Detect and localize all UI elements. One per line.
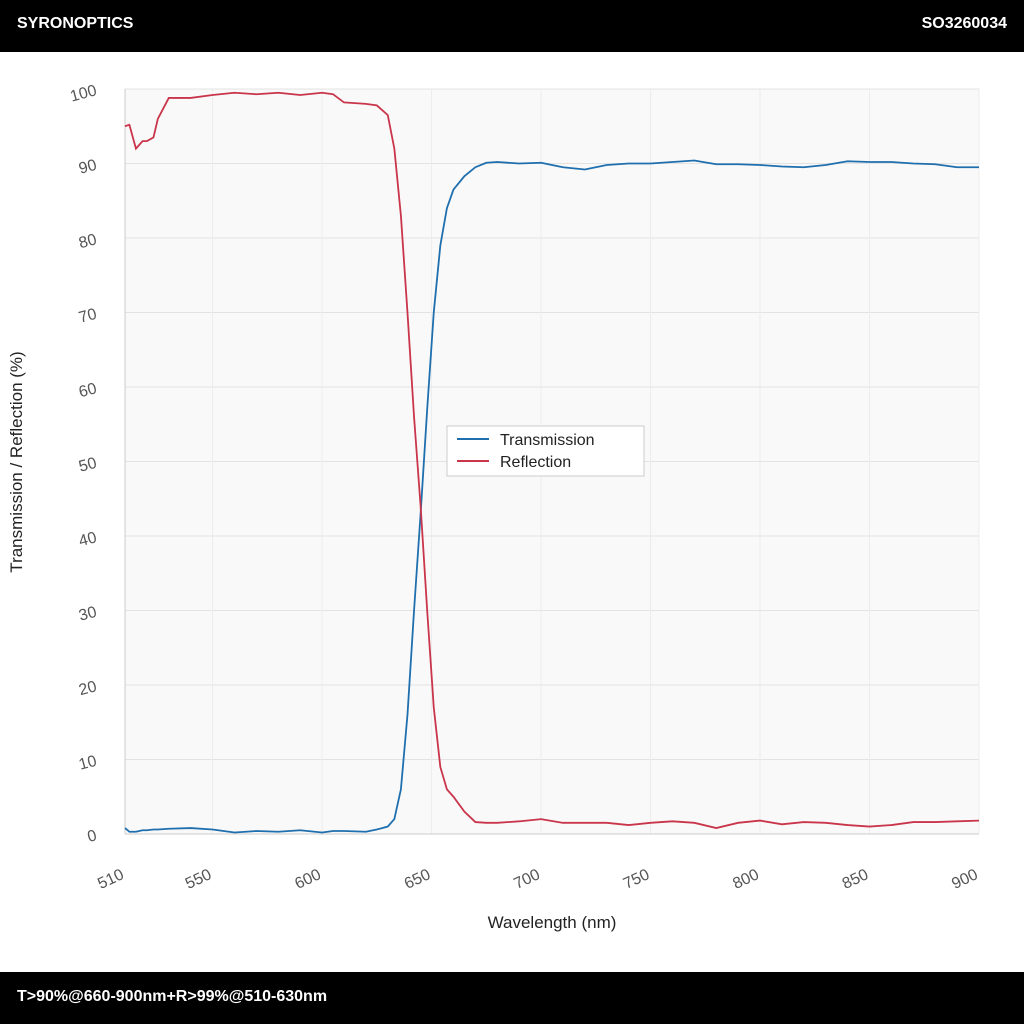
y-tick-label: 10: [77, 753, 99, 774]
x-tick-label: 900: [949, 866, 980, 893]
header: SYRONOPTICS SO3260034: [0, 0, 1024, 52]
brand: SYRONOPTICS: [17, 15, 134, 32]
y-tick-label: 90: [77, 157, 99, 178]
x-tick-label: 550: [183, 866, 214, 893]
y-tick-label: 40: [77, 529, 99, 550]
legend-label: Transmission: [500, 432, 595, 449]
y-tick-label: 100: [68, 82, 98, 105]
series-line: [124, 91, 980, 829]
spec: T>90%@660-900nm+R>99%@510-630nm: [17, 988, 328, 1005]
x-tick-label: 650: [402, 866, 433, 893]
legend-box: [446, 425, 645, 477]
x-tick-label: 510: [95, 866, 126, 893]
product-code: SO3260034: [921, 15, 1007, 32]
y-axis-label: Transmission / Reflection (%): [7, 351, 26, 572]
x-tick-label: 750: [621, 866, 652, 893]
x-axis-label: Wavelength (nm): [488, 913, 617, 932]
y-tick-label: 50: [77, 455, 99, 476]
x-tick-label: 600: [292, 866, 323, 893]
y-tick-label: 30: [77, 604, 99, 625]
y-tick-label: 0: [86, 827, 99, 846]
series-line: [124, 159, 979, 834]
legend-label: Reflection: [500, 454, 571, 471]
x-tick-label: 850: [840, 866, 871, 893]
footer: T>90%@660-900nm+R>99%@510-630nm: [0, 972, 1024, 1024]
y-tick-label: 70: [77, 306, 99, 327]
y-tick-label: 60: [77, 380, 99, 401]
y-tick-label: 20: [77, 678, 99, 699]
x-tick-label: 700: [511, 866, 542, 893]
y-tick-label: 80: [77, 231, 99, 252]
chart: Wavelength (nm) Transmission / Reflectio…: [7, 82, 981, 932]
x-tick-label: 800: [730, 866, 761, 893]
